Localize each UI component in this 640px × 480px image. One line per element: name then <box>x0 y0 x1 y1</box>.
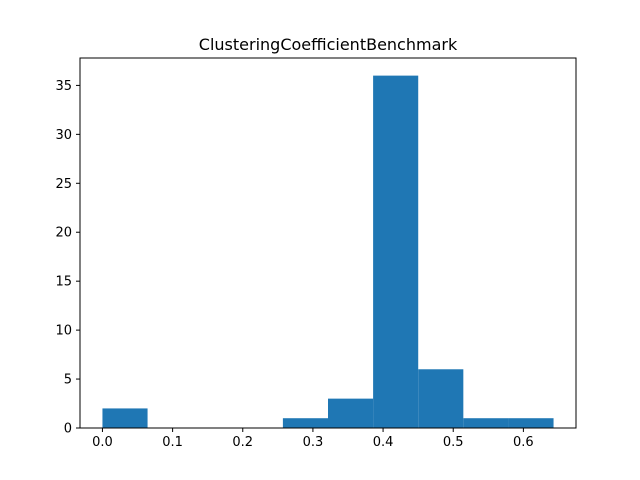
histogram-bar-4 <box>282 418 328 428</box>
y-tick-label-2: 10 <box>55 324 72 339</box>
x-tick-label-2: 0.2 <box>232 435 253 450</box>
x-tick-label-0: 0.0 <box>92 435 113 450</box>
x-tick-label-5: 0.5 <box>443 435 464 450</box>
histogram-bar-6 <box>373 75 419 428</box>
histogram-bar-8 <box>463 418 509 428</box>
chart-title: ClusteringCoefficientBenchmark <box>199 35 458 54</box>
y-tick-label-3: 15 <box>55 275 72 290</box>
x-tick-label-4: 0.4 <box>373 435 394 450</box>
y-tick-label-7: 35 <box>55 79 72 94</box>
x-tick-label-3: 0.3 <box>303 435 324 450</box>
y-axis: 0 5 10 15 20 25 30 35 <box>55 79 80 437</box>
histogram-bar-5 <box>328 398 374 428</box>
y-tick-label-5: 25 <box>55 177 72 192</box>
plot-frame <box>79 57 577 429</box>
x-axis: 0.0 0.1 0.2 0.3 0.4 0.5 0.6 <box>92 428 534 450</box>
x-tick-label-6: 0.6 <box>513 435 534 450</box>
histogram-bar-9 <box>508 418 554 428</box>
bars-group <box>102 75 554 428</box>
x-tick-label-1: 0.1 <box>162 435 183 450</box>
y-tick-label-1: 5 <box>64 373 72 388</box>
y-tick-label-0: 0 <box>64 422 72 437</box>
histogram-bar-0 <box>102 408 148 428</box>
y-tick-label-4: 20 <box>55 226 72 241</box>
y-tick-label-6: 30 <box>55 128 72 143</box>
histogram-bar-7 <box>418 369 464 428</box>
